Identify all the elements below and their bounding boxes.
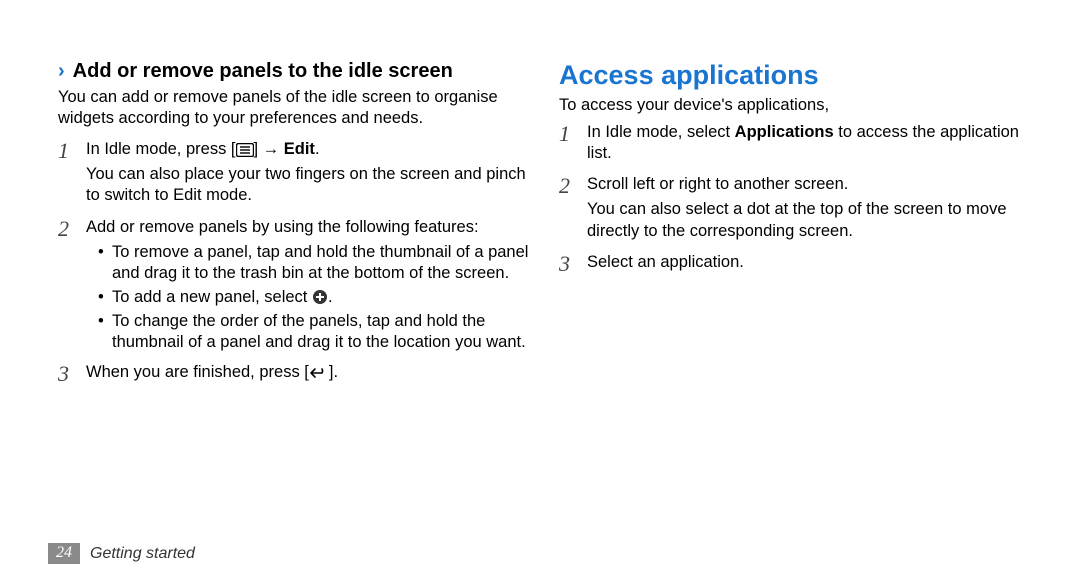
left-steps: 1 In Idle mode, press [ ] → Edit. You can… bbox=[58, 139, 531, 387]
step2-bullets: To remove a panel, tap and hold the thum… bbox=[86, 242, 531, 354]
section-name: Getting started bbox=[90, 545, 195, 563]
chevron-icon: › bbox=[58, 60, 65, 83]
text: . bbox=[315, 140, 320, 158]
step-body: In Idle mode, select Applications to acc… bbox=[587, 122, 1032, 168]
step-number: 3 bbox=[58, 362, 86, 386]
text: In Idle mode, press [ bbox=[86, 140, 236, 158]
page-number: 24 bbox=[48, 543, 80, 564]
menu-icon bbox=[236, 143, 254, 157]
applications-label: Applications bbox=[735, 123, 834, 141]
left-step-2: 2 Add or remove panels by using the foll… bbox=[58, 217, 531, 357]
left-step-1: 1 In Idle mode, press [ ] → Edit. You can… bbox=[58, 139, 531, 210]
text: In Idle mode, select bbox=[587, 123, 735, 141]
step-body: Add or remove panels by using the follow… bbox=[86, 217, 531, 357]
right-step-3: 3 Select an application. bbox=[559, 252, 1032, 277]
step3-text: Select an application. bbox=[587, 252, 1032, 273]
step-number: 1 bbox=[58, 139, 86, 163]
right-step-1: 1 In Idle mode, select Applications to a… bbox=[559, 122, 1032, 168]
step2-line2: You can also select a dot at the top of … bbox=[587, 199, 1032, 241]
left-heading: › Add or remove panels to the idle scree… bbox=[58, 60, 531, 83]
back-icon bbox=[309, 366, 329, 380]
step2-lead: Add or remove panels by using the follow… bbox=[86, 217, 531, 238]
bullet-reorder-panel: To change the order of the panels, tap a… bbox=[98, 311, 531, 353]
text: ]. bbox=[329, 363, 338, 381]
step-number: 2 bbox=[559, 174, 587, 198]
right-intro: To access your device's applications, bbox=[559, 95, 1032, 116]
right-heading: Access applications bbox=[559, 60, 1032, 91]
text: When you are finished, press [ bbox=[86, 363, 309, 381]
step2-line1: Scroll left or right to another screen. bbox=[587, 174, 1032, 195]
left-step-3: 3 When you are finished, press []. bbox=[58, 362, 531, 387]
text: . bbox=[328, 288, 333, 306]
edit-label: Edit bbox=[284, 140, 315, 158]
step-body: When you are finished, press []. bbox=[86, 362, 531, 387]
right-column: Access applications To access your devic… bbox=[559, 60, 1032, 520]
page-footer: 24 Getting started bbox=[48, 543, 195, 564]
left-column: › Add or remove panels to the idle scree… bbox=[58, 60, 531, 520]
step-body: In Idle mode, press [ ] → Edit. You can a… bbox=[86, 139, 531, 210]
page-content: › Add or remove panels to the idle scree… bbox=[0, 0, 1080, 520]
left-heading-text: Add or remove panels to the idle screen bbox=[73, 60, 453, 83]
step-body: Select an application. bbox=[587, 252, 1032, 277]
bullet-add-panel: To add a new panel, select . bbox=[98, 287, 531, 308]
right-step-2: 2 Scroll left or right to another screen… bbox=[559, 174, 1032, 245]
step-number: 2 bbox=[58, 217, 86, 241]
step1-note: You can also place your two fingers on t… bbox=[86, 164, 531, 206]
text: To add a new panel, select bbox=[112, 288, 312, 306]
step-number: 1 bbox=[559, 122, 587, 146]
right-steps: 1 In Idle mode, select Applications to a… bbox=[559, 122, 1032, 277]
step-body: Scroll left or right to another screen. … bbox=[587, 174, 1032, 245]
add-circle-icon bbox=[312, 289, 328, 305]
text: ] → bbox=[254, 140, 284, 158]
bullet-remove-panel: To remove a panel, tap and hold the thum… bbox=[98, 242, 531, 284]
left-intro: You can add or remove panels of the idle… bbox=[58, 87, 531, 129]
step-number: 3 bbox=[559, 252, 587, 276]
